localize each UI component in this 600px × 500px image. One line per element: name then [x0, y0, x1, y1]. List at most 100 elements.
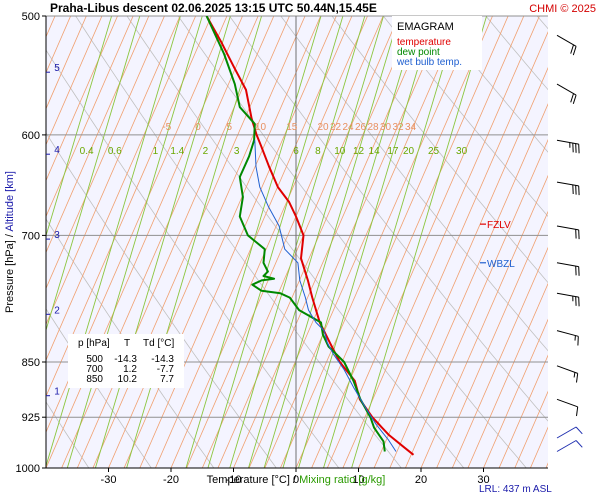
dry-adiabat — [280, 16, 548, 352]
wind-barb — [556, 34, 577, 47]
mixing-ratio-line — [263, 16, 400, 468]
altitude-tick-label: 3 — [54, 230, 60, 241]
pressure-tick-label: 500 — [22, 11, 40, 23]
mixing-ratio-lines — [46, 16, 488, 468]
dry-adiabat — [46, 218, 215, 468]
isotherm-line — [373, 67, 548, 468]
pressure-tick-label: 1000 — [16, 463, 40, 475]
dry-adiabat — [434, 16, 548, 153]
copyright: CHMI © 2025 — [529, 3, 596, 15]
pressure-ticks: 500 600 700 850 925 1000 — [16, 11, 46, 475]
isotherm-line — [467, 282, 548, 468]
table-cell: 10.2 — [118, 374, 138, 385]
wbzl-label: WBZL — [487, 259, 515, 270]
dry-adiabat — [46, 401, 90, 468]
x-tick-label: -30 — [101, 474, 117, 486]
wind-barb — [556, 398, 578, 408]
mixing-ratio-label: 1.4 — [170, 146, 184, 157]
mixing-ratio-line — [66, 16, 203, 468]
mixing-ratio-line — [298, 16, 434, 468]
series-line — [205, 16, 386, 452]
isotherm-line — [61, 16, 259, 468]
wind-barb — [556, 365, 578, 374]
table-cell: 700 — [86, 364, 103, 375]
mixing-ratio-label: 1 — [153, 146, 159, 157]
x-tick-label: 30 — [477, 474, 489, 486]
wind-barb-feather — [572, 94, 577, 104]
isotherm-line — [311, 16, 509, 468]
wind-barb — [556, 139, 579, 145]
isotherm-line — [139, 16, 337, 468]
wind-barb — [556, 292, 579, 298]
isotherm-line — [108, 16, 306, 468]
isotherm-label: 22 — [330, 122, 342, 133]
isotherm-line — [264, 16, 462, 468]
launch-altitude: LRL: 437 m ASL — [479, 484, 552, 495]
wind-barb — [556, 225, 579, 231]
dry-adiabat — [331, 16, 548, 284]
isotherm-line — [420, 174, 548, 468]
dry-adiabat — [588, 16, 600, 468]
isotherm-line — [92, 16, 290, 468]
isotherm-label: 32 — [392, 122, 404, 133]
isotherm-line — [436, 210, 548, 468]
isotherm-line — [46, 16, 228, 434]
isotherm-line — [170, 16, 368, 468]
value-table: p [hPa] T Td [°C] 500 -14.3 -14.3 700 1.… — [68, 334, 184, 388]
isotherm-label: 30 — [380, 122, 392, 133]
mixing-ratio-line — [46, 16, 141, 332]
value-table-box — [68, 334, 184, 388]
fzlv-label: FZLV — [487, 220, 511, 231]
x-tick-label: -20 — [163, 474, 179, 486]
isotherm-line — [451, 246, 548, 468]
mixing-ratio-line — [351, 16, 488, 468]
isotherm-label: 10 — [255, 122, 267, 133]
legend: EMAGRAM temperature dew point wet bulb t… — [392, 16, 482, 70]
altitude-tick-label: 5 — [54, 63, 60, 74]
wind-barb-feather — [572, 46, 577, 56]
pressure-tick-label: 700 — [22, 230, 40, 242]
table-cell: 500 — [86, 354, 103, 365]
mixing-ratio-label: 20 — [403, 146, 415, 157]
isotherm-line — [483, 318, 548, 468]
isotherm-line — [295, 16, 493, 468]
altitude-tick-label: 1 — [54, 387, 60, 398]
isotherm-line — [46, 16, 181, 326]
legend-dew-point: dew point — [397, 47, 440, 58]
table-cell: -14.3 — [114, 354, 137, 365]
mixing-ratio-label: 17 — [387, 146, 399, 157]
altitude-ticks: 1 2 3 4 5 — [46, 63, 60, 398]
mixing-ratio-line — [94, 16, 231, 468]
mixing-ratio-line — [229, 16, 366, 468]
profiles — [205, 16, 415, 456]
wind-barbs — [556, 34, 583, 452]
mixing-ratio-line — [46, 16, 181, 468]
table-header-p: p [hPa] — [78, 338, 110, 349]
x-axis-title: Temperature [°C] / Mixing ratio [g/kg] — [207, 474, 386, 486]
wind-barb — [556, 426, 577, 439]
legend-heading: EMAGRAM — [397, 21, 454, 33]
wind-barb — [556, 181, 579, 187]
y-axis-title: Pressure [hPa] / Altitude [km] — [4, 171, 16, 313]
table-cell: 1.2 — [123, 364, 137, 375]
mixing-ratio-label: 3 — [234, 146, 240, 157]
table-cell: 7.7 — [160, 374, 174, 385]
pressure-tick-label: 600 — [22, 130, 40, 142]
wind-barb-half-feather — [573, 372, 576, 378]
isotherm-line — [46, 16, 165, 290]
table-header-t: T — [124, 338, 130, 349]
wind-barb — [556, 330, 579, 337]
x-tick-label: -10 — [226, 474, 242, 486]
isotherm-line — [342, 16, 540, 468]
dry-adiabat — [126, 16, 465, 468]
mixing-ratio-label: 25 — [428, 146, 440, 157]
isotherm-line — [498, 354, 548, 468]
pressure-tick-label: 850 — [22, 357, 40, 369]
wind-barb-feather — [576, 406, 579, 417]
dry-adiabat — [75, 16, 402, 468]
legend-wet-bulb: wet bulb temp. — [396, 57, 462, 68]
table-cell: 850 — [86, 374, 103, 385]
isotherm-label: 15 — [286, 122, 298, 133]
isotherm-line — [217, 16, 415, 468]
isotherm-line — [46, 16, 134, 218]
